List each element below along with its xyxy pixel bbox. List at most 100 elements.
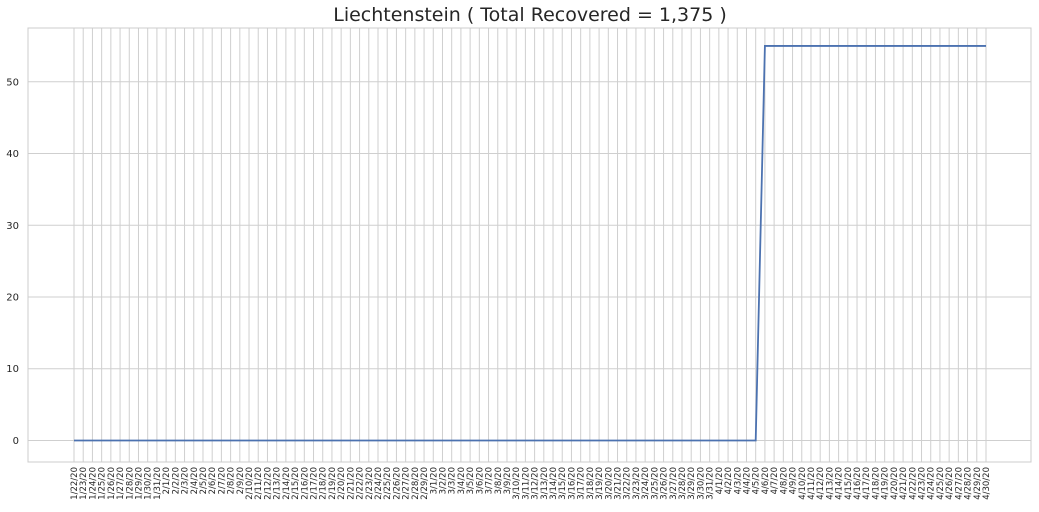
x-tick-label: 2/9/20 <box>236 467 246 494</box>
x-tick-label: 1/26/20 <box>107 467 117 500</box>
x-tick-label: 1/31/20 <box>153 467 163 500</box>
x-tick-label: 4/7/20 <box>770 467 780 494</box>
x-tick-label: 2/10/20 <box>245 467 255 500</box>
x-tick-label: 4/26/20 <box>945 467 955 500</box>
x-tick-label: 3/14/20 <box>549 467 559 500</box>
x-tick-label: 3/17/20 <box>577 467 587 500</box>
x-tick-label: 1/30/20 <box>144 467 154 500</box>
x-tick-label: 3/23/20 <box>632 467 642 500</box>
x-tick-label: 3/6/20 <box>475 467 485 494</box>
x-tick-label: 4/20/20 <box>890 467 900 500</box>
x-tick-label: 1/22/20 <box>70 467 80 500</box>
x-tick-label: 4/9/20 <box>789 467 799 494</box>
x-tick-label: 2/3/20 <box>181 467 191 494</box>
x-tick-label: 2/2/20 <box>171 467 181 494</box>
x-tick-label: 3/19/20 <box>595 467 605 500</box>
x-tick-label: 3/13/20 <box>540 467 550 500</box>
x-tick-label: 4/24/20 <box>927 467 937 500</box>
y-tick-labels: 0 10 20 30 40 50 <box>6 77 19 447</box>
x-tick-label: 3/28/20 <box>678 467 688 500</box>
x-tick-label: 2/26/20 <box>392 467 402 500</box>
plot-frame <box>27 27 1032 463</box>
x-tick-label: 2/17/20 <box>310 467 320 500</box>
x-tick-label: 4/12/20 <box>816 467 826 500</box>
x-tick-label: 2/29/20 <box>420 467 430 500</box>
chart-title: Liechtenstein ( Total Recovered = 1,375 … <box>333 4 727 26</box>
x-tick-label: 1/24/20 <box>88 467 98 500</box>
x-tick-label: 1/28/20 <box>125 467 135 500</box>
x-tick-label: 2/1/20 <box>162 467 172 494</box>
x-tick-label: 3/4/20 <box>457 467 467 494</box>
y-tick-label: 0 <box>13 436 19 447</box>
x-tick-label: 4/17/20 <box>862 467 872 500</box>
x-tick-label: 4/29/20 <box>973 467 983 500</box>
x-tick-labels: 1/22/20 1/23/20 1/24/20 1/25/20 1/26/20 1/27/… <box>70 467 992 500</box>
x-tick-label: 4/14/20 <box>835 467 845 500</box>
y-gridlines <box>28 81 1031 441</box>
x-tick-label: 4/21/20 <box>899 467 909 500</box>
x-tick-label: 4/22/20 <box>908 467 918 500</box>
x-tick-label: 4/10/20 <box>798 467 808 500</box>
x-tick-label: 4/4/20 <box>742 467 752 494</box>
x-tick-label: 3/21/20 <box>614 467 624 500</box>
x-tick-label: 2/19/20 <box>328 467 338 500</box>
x-tick-label: 3/27/20 <box>669 467 679 500</box>
y-tick-label: 30 <box>6 221 19 232</box>
x-gridlines <box>73 28 987 462</box>
x-tick-label: 2/7/20 <box>217 467 227 494</box>
x-tick-label: 3/24/20 <box>641 467 651 500</box>
x-tick-label: 2/27/20 <box>402 467 412 500</box>
x-tick-label: 4/8/20 <box>779 467 789 494</box>
x-tick-label: 4/23/20 <box>918 467 928 500</box>
x-tick-label: 2/16/20 <box>300 467 310 500</box>
x-tick-label: 3/7/20 <box>485 467 495 494</box>
x-tick-label: 4/30/20 <box>982 467 992 500</box>
x-tick-label: 4/27/20 <box>954 467 964 500</box>
x-tick-label: 2/15/20 <box>291 467 301 500</box>
x-tick-label: 2/14/20 <box>282 467 292 500</box>
x-tick-label: 3/31/20 <box>706 467 716 500</box>
y-tick-label: 10 <box>6 364 19 375</box>
x-tick-label: 4/19/20 <box>881 467 891 500</box>
x-tick-label: 3/2/20 <box>438 467 448 494</box>
y-tick-label: 20 <box>6 293 19 304</box>
x-tick-label: 1/23/20 <box>79 467 89 500</box>
x-tick-label: 2/21/20 <box>346 467 356 500</box>
x-tick-label: 3/9/20 <box>503 467 513 494</box>
x-tick-label: 4/25/20 <box>936 467 946 500</box>
x-tick-label: 3/1/20 <box>429 467 439 494</box>
x-tick-label: 3/5/20 <box>466 467 476 494</box>
x-tick-label: 2/20/20 <box>337 467 347 500</box>
x-tick-label: 3/20/20 <box>604 467 614 500</box>
x-tick-label: 2/25/20 <box>383 467 393 500</box>
x-tick-label: 2/22/20 <box>356 467 366 500</box>
x-tick-label: 1/27/20 <box>116 467 126 500</box>
x-tick-label: 4/1/20 <box>715 467 725 494</box>
x-tick-label: 2/4/20 <box>190 467 200 494</box>
x-tick-label: 3/22/20 <box>623 467 633 500</box>
x-tick-label: 4/2/20 <box>724 467 734 494</box>
series-line-recovered <box>74 45 986 442</box>
x-tick-label: 1/29/20 <box>134 467 144 500</box>
x-tick-label: 4/18/20 <box>871 467 881 500</box>
x-tick-label: 3/8/20 <box>494 467 504 494</box>
x-tick-label: 2/23/20 <box>365 467 375 500</box>
y-tick-label: 50 <box>6 77 19 88</box>
x-tick-label: 3/25/20 <box>650 467 660 500</box>
x-tick-label: 3/11/20 <box>521 467 531 500</box>
x-tick-label: 4/13/20 <box>825 467 835 500</box>
x-tick-label: 4/11/20 <box>807 467 817 500</box>
x-tick-label: 3/16/20 <box>567 467 577 500</box>
x-tick-label: 3/30/20 <box>696 467 706 500</box>
x-tick-label: 2/24/20 <box>374 467 384 500</box>
x-tick-label: 4/15/20 <box>844 467 854 500</box>
x-tick-label: 2/12/20 <box>263 467 273 500</box>
x-tick-label: 1/25/20 <box>98 467 108 500</box>
x-tick-label: 2/18/20 <box>319 467 329 500</box>
x-tick-label: 3/18/20 <box>586 467 596 500</box>
x-tick-label: 3/15/20 <box>558 467 568 500</box>
x-tick-label: 2/28/20 <box>411 467 421 500</box>
x-tick-label: 4/16/20 <box>853 467 863 500</box>
x-tick-label: 3/10/20 <box>512 467 522 500</box>
